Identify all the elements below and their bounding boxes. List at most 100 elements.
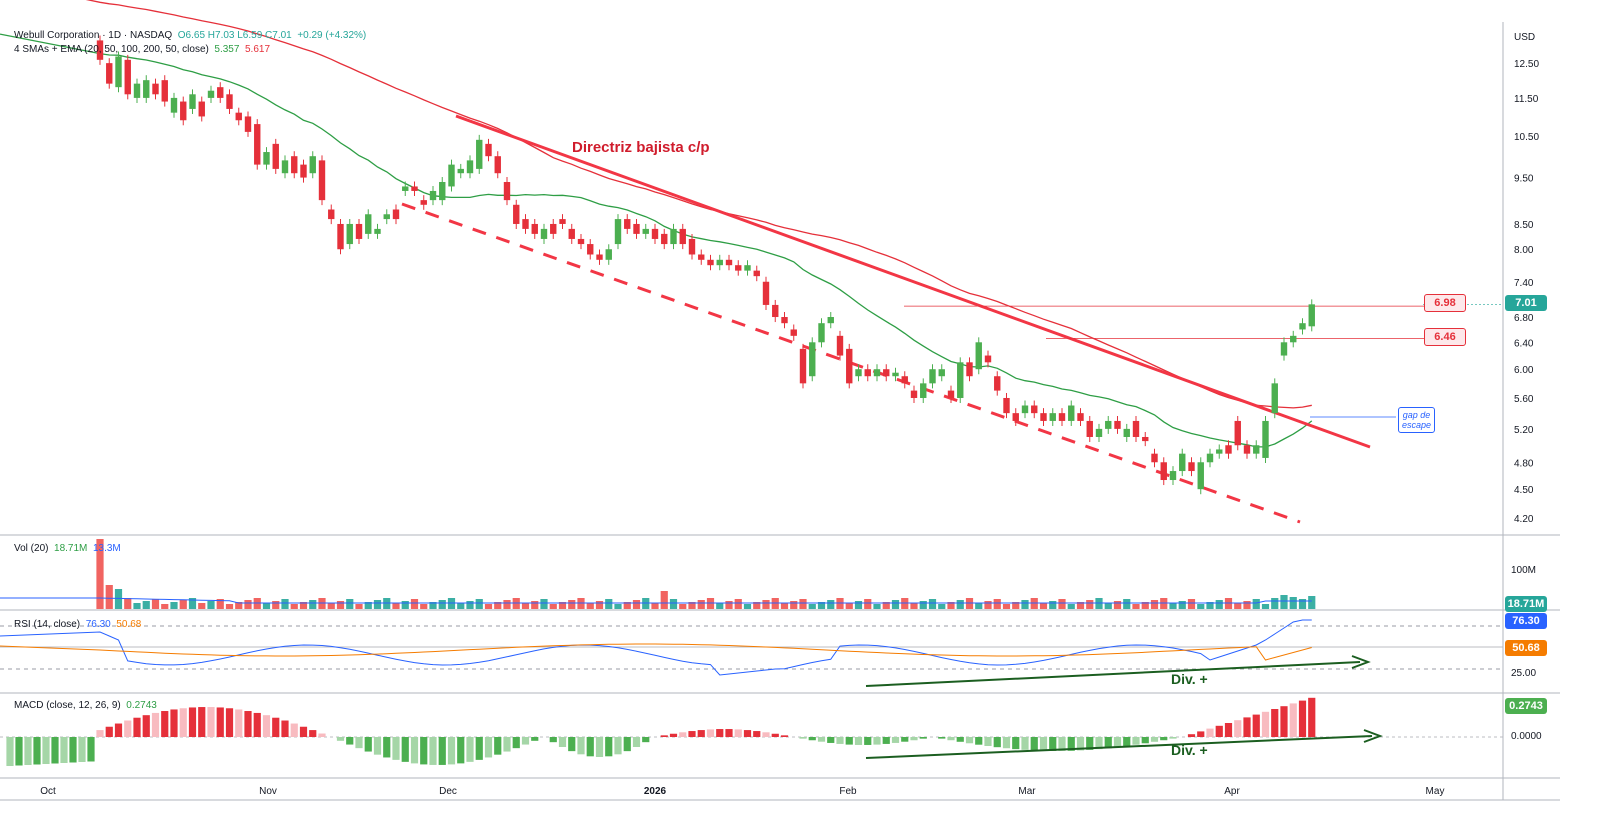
candle-body: [254, 124, 261, 165]
volume-bar: [1002, 604, 1011, 609]
volume-bar: [1243, 601, 1251, 609]
candle-body: [1123, 428, 1130, 437]
level-box-646[interactable]: 6.46: [1424, 328, 1466, 346]
macd-histogram-bar: [1234, 720, 1242, 737]
volume-bar: [669, 599, 678, 609]
volume-bar: [688, 602, 696, 609]
candle-body: [392, 209, 400, 220]
volume-bar: [817, 602, 826, 609]
macd-divergence-arrow: [1363, 729, 1383, 743]
volume-bar: [1076, 602, 1085, 609]
volume-bar: [216, 599, 224, 609]
candlesticks[interactable]: [96, 35, 1315, 495]
macd-histogram-bar: [207, 707, 215, 737]
candle-body: [864, 369, 871, 377]
candle-body: [1206, 453, 1214, 463]
moving-averages: [0, 0, 1313, 448]
gap-label-box[interactable]: gap de escape: [1398, 407, 1436, 433]
change-value: +0.29 (+4.32%): [297, 30, 367, 41]
macd-histogram-bar: [1160, 737, 1168, 741]
price-tick-label: 7.40: [1514, 278, 1534, 289]
volume-bar: [632, 600, 641, 609]
candle-body: [1086, 420, 1093, 437]
macd-last-tag: 0.2743: [1505, 698, 1547, 714]
macd-histogram-bar: [51, 737, 59, 764]
volume-axis-tick: 100M: [1511, 565, 1537, 576]
macd-histogram-bar: [1030, 737, 1038, 751]
volume-bar: [244, 600, 252, 609]
ma-label: 4 SMAs + EMA (20, 50, 100, 200, 50, clos…: [14, 44, 209, 55]
macd-histogram-bar: [262, 715, 271, 737]
macd-histogram-bar: [753, 731, 761, 737]
volume-bar: [549, 604, 557, 609]
candle-body: [476, 139, 483, 169]
macd-histogram-bar: [1280, 706, 1288, 737]
macd-histogram-bar: [688, 731, 696, 737]
macd-histogram-bar: [531, 737, 539, 741]
candle-body: [735, 265, 742, 271]
candle-body: [744, 265, 751, 271]
rsi-v2: 50.68: [116, 619, 142, 630]
candle-body: [1308, 304, 1315, 327]
price-tick-label: 5.20: [1514, 425, 1534, 436]
volume-bar: [1187, 599, 1196, 609]
candle-body: [124, 59, 131, 95]
level-box-698[interactable]: 6.98: [1424, 294, 1466, 312]
macd-histogram-bar: [956, 737, 964, 742]
macd-histogram-bar: [133, 717, 141, 737]
macd-histogram-bar: [817, 737, 826, 742]
candle-body: [272, 143, 279, 169]
macd-histogram-bar: [420, 737, 428, 765]
volume-label: Vol (20): [14, 543, 49, 554]
macd-histogram-bar: [1169, 737, 1177, 739]
macd-histogram-bar: [799, 737, 807, 739]
candle-body: [966, 362, 973, 377]
candle-body: [1253, 445, 1260, 454]
rsi-pane: [0, 619, 1503, 687]
currency-label[interactable]: USD: [1514, 32, 1536, 43]
candle-body: [337, 223, 344, 250]
macd-histogram-bar: [290, 723, 298, 737]
volume-bar: [975, 603, 983, 609]
time-tick-label: 2026: [644, 786, 667, 797]
candle-body: [96, 40, 104, 60]
volume-bars: [0, 539, 1316, 609]
volume-bar: [96, 539, 104, 609]
candle-body: [892, 372, 899, 377]
candle-body: [762, 281, 770, 305]
rsi-v1: 76.30: [85, 619, 111, 630]
volume-bar: [540, 599, 548, 609]
macd-histogram-bar: [947, 737, 955, 741]
price-tick-label: 6.40: [1514, 338, 1534, 349]
volume-bar: [364, 602, 372, 609]
volume-bar: [1039, 603, 1048, 609]
candle-body: [781, 317, 788, 324]
candle-body: [947, 390, 955, 398]
candle-body: [439, 181, 446, 201]
candle-body: [207, 90, 215, 98]
candle-body: [1049, 413, 1056, 421]
volume-bar: [170, 602, 178, 609]
macd-histogram-bar: [170, 709, 178, 737]
macd-histogram-bar: [69, 737, 77, 763]
volume-bar: [438, 600, 446, 609]
volume-bar: [938, 604, 946, 609]
price-tick-label: 9.50: [1514, 174, 1534, 185]
candle-body: [975, 342, 982, 370]
macd-histogram-bar: [901, 737, 909, 742]
candle-body: [624, 219, 631, 229]
volume-bar: [401, 601, 409, 609]
candle-body: [698, 254, 705, 260]
volume-bar: [919, 601, 927, 609]
price-tick-label: 5.60: [1514, 394, 1534, 405]
volume-bar: [595, 601, 604, 609]
macd-histogram-bar: [864, 737, 872, 745]
ma-legend: 4 SMAs + EMA (20, 50, 100, 200, 50, clos…: [14, 44, 270, 55]
macd-histogram-bar: [549, 737, 557, 743]
rsi-axis-tick: 25.00: [1511, 668, 1537, 679]
macd-histogram-bar: [1197, 731, 1205, 737]
macd-histogram-bar: [1104, 737, 1112, 749]
candle-body: [1160, 462, 1167, 481]
volume-bar: [420, 604, 428, 609]
